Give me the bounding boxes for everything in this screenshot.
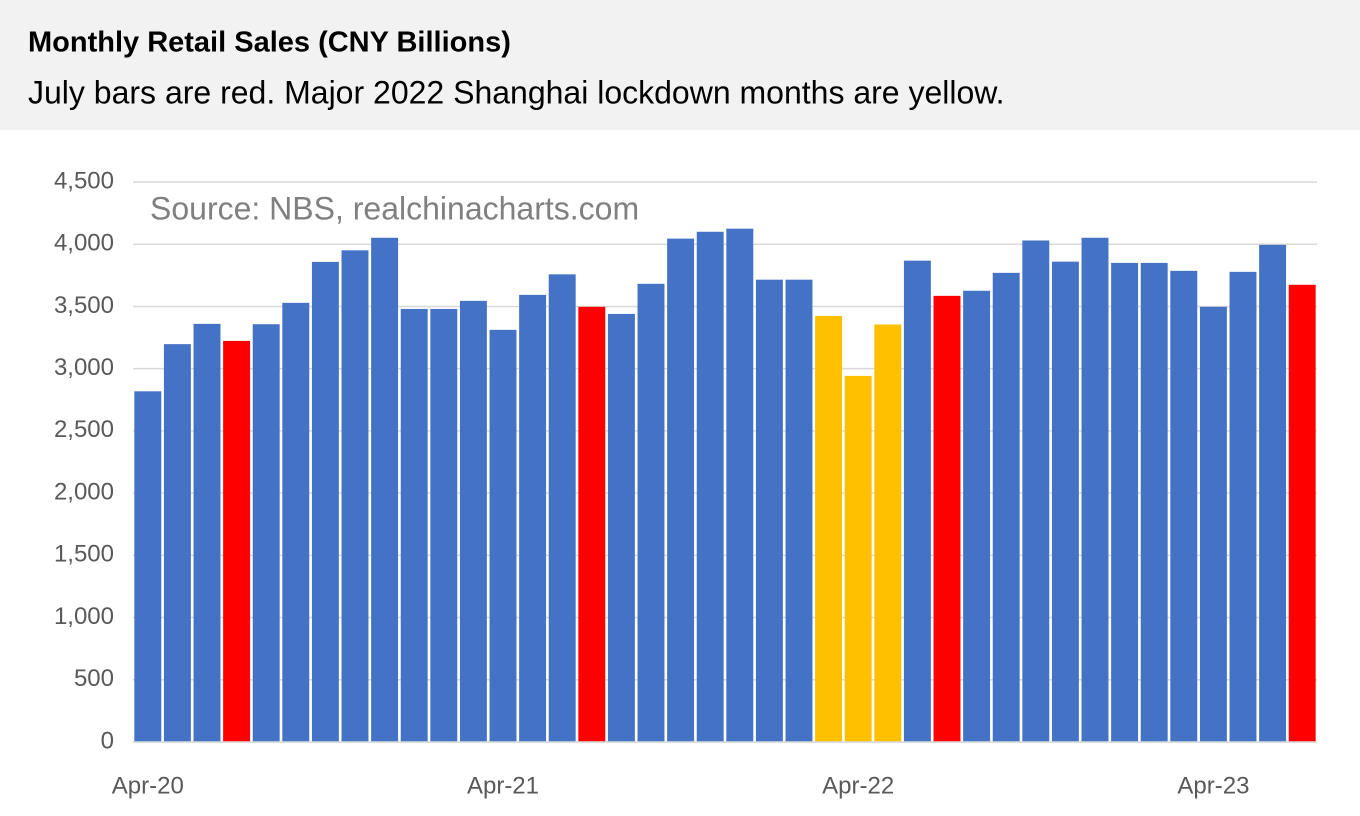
bar: [963, 290, 991, 742]
chart-subtitle: July bars are red. Major 2022 Shanghai l…: [28, 74, 1005, 110]
bar: [992, 272, 1020, 742]
bar: [193, 323, 221, 742]
bar: [755, 279, 783, 742]
bar: [311, 261, 339, 742]
bar: [1140, 262, 1168, 742]
y-tick-label: 3,000: [54, 354, 114, 381]
bar: [874, 324, 902, 742]
y-tick-label: 500: [74, 665, 114, 692]
bar: [459, 300, 487, 742]
bar: [1288, 284, 1316, 742]
y-tick-label: 2,000: [54, 478, 114, 505]
bar: [282, 302, 310, 742]
bar: [637, 283, 665, 742]
y-tick-label: 4,500: [54, 167, 114, 194]
bar: [1051, 261, 1079, 742]
bar: [223, 340, 251, 742]
y-tick-label: 3,500: [54, 292, 114, 319]
bar: [933, 295, 961, 742]
bar: [1259, 244, 1287, 742]
bar: [844, 375, 872, 742]
bar: [371, 237, 399, 743]
x-tick-label: Apr-22: [822, 772, 894, 799]
bar: [726, 228, 754, 742]
bar: [430, 308, 458, 742]
bar: [785, 279, 813, 742]
bar: [548, 274, 576, 742]
bar: [815, 315, 843, 742]
bar: [1170, 270, 1198, 742]
bar: [607, 313, 635, 742]
bar: [1111, 262, 1139, 742]
x-tick-label: Apr-23: [1177, 772, 1249, 799]
bar: [696, 231, 724, 742]
y-tick-label: 0: [101, 727, 114, 754]
y-tick-label: 4,000: [54, 230, 114, 257]
bar: [163, 344, 191, 742]
header-band: [0, 0, 1360, 130]
bar: [1229, 271, 1257, 742]
bar: [903, 260, 931, 742]
bar: [578, 306, 606, 742]
bar: [341, 250, 369, 742]
chart-title: Monthly Retail Sales (CNY Billions): [28, 27, 511, 59]
bar: [1022, 240, 1050, 742]
bar: [519, 294, 547, 742]
bar: [489, 329, 517, 742]
bar: [400, 308, 428, 742]
y-tick-label: 1,000: [54, 603, 114, 630]
x-tick-label: Apr-21: [467, 772, 539, 799]
bar: [134, 391, 162, 742]
y-tick-label: 2,500: [54, 416, 114, 443]
bar: [1081, 237, 1109, 743]
y-tick-label: 1,500: [54, 541, 114, 568]
source-annotation: Source: NBS, realchinacharts.com: [150, 190, 639, 226]
bar: [1199, 306, 1227, 742]
bar: [252, 324, 280, 742]
x-tick-label: Apr-20: [112, 772, 184, 799]
bar: [667, 238, 695, 742]
